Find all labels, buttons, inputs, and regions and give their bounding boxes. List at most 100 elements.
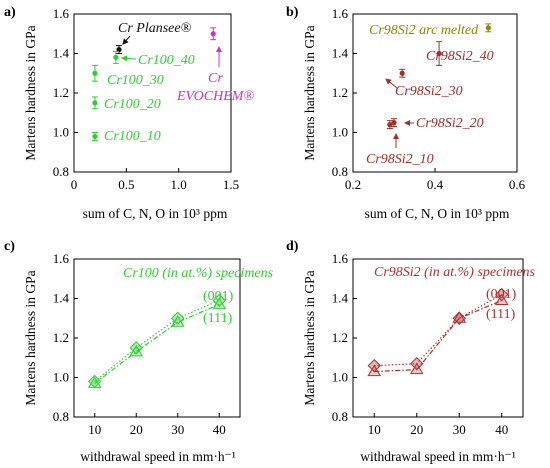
- panel-a-x-ticks: 0 0.5 1.0 1.5: [71, 168, 239, 192]
- y-tick-label: 0.8: [332, 164, 348, 179]
- panel-c-frame: [73, 258, 241, 418]
- data-point: [113, 54, 119, 61]
- annot-cr98si2-20: Cr98Si2_20: [416, 116, 484, 131]
- y-tick-label: 1.4: [53, 291, 70, 306]
- data-point: [399, 70, 405, 76]
- y-tick-label: 1.6: [53, 6, 70, 21]
- panel-a-y-ticks: 0.8 1.0 1.2 1.4 1.6: [53, 6, 78, 179]
- annot-cr98si2-specimens: Cr98Si2 (in at.%) specimens: [374, 265, 536, 280]
- series-line: [94, 303, 220, 384]
- annot-cr-evochem-2: EVOCHEM®: [176, 89, 254, 104]
- y-tick-label: 1.4: [332, 291, 349, 306]
- panel-c-xlabel: withdrawal speed in mm·h⁻¹: [80, 449, 236, 464]
- marker-111: [170, 315, 185, 327]
- panel-b-xlabel: sum of C, N, O in 10³ ppm: [365, 206, 510, 221]
- x-tick-label: 0.5: [118, 177, 134, 192]
- y-tick-label: 1.6: [53, 251, 70, 266]
- panel-c-x-ticks: 10 20 30 40: [88, 413, 226, 437]
- x-tick-label: 40: [213, 422, 226, 437]
- y-tick-label: 0.8: [53, 409, 69, 424]
- panel-a-label: a): [4, 5, 16, 20]
- panel-c-y-ticks: 0.8 1.0 1.2 1.4 1.6: [53, 251, 78, 424]
- panel-b: b) 0.8 1.0 1.2 1.4 1.6 0.2 0.4 0.6 Martens har…: [286, 5, 526, 221]
- marker-111: [129, 344, 144, 357]
- panel-a: a) 0.8 1.0 1.2 1.4 1.6 0 0.5 1.0 1.5 Martens ha…: [4, 5, 254, 221]
- marker-111: [212, 297, 227, 309]
- y-tick-label: 0.8: [53, 164, 69, 179]
- y-tick-label: 1.4: [332, 46, 349, 61]
- x-tick-label: 30: [171, 422, 184, 437]
- panel-a-points: [91, 27, 217, 141]
- y-tick-label: 1.0: [53, 125, 69, 140]
- data-point: [92, 70, 98, 76]
- y-tick-label: 1.2: [53, 85, 69, 100]
- arrow-cr98si2-30: [385, 78, 398, 89]
- x-tick-label: 30: [453, 422, 466, 437]
- annot-cr100-20: Cr100_20: [104, 97, 161, 112]
- panel-d: d) 0.8 1.0 1.2 1.4 1.6 10 20 30 40 Martens hard…: [286, 239, 536, 464]
- x-tick-label: 0.6: [509, 177, 526, 192]
- x-tick-label: 10: [368, 422, 381, 437]
- panel-c-ylabel: Martens hardness in GPa: [23, 270, 38, 405]
- panel-b-label: b): [286, 5, 299, 20]
- panel-c: c) 0.8 1.0 1.2 1.4 1.6 10 20 30 40 Martens hard…: [4, 239, 274, 464]
- data-point: [210, 31, 216, 37]
- marker-111: [367, 364, 382, 377]
- x-tick-label: 0.4: [427, 177, 444, 192]
- y-tick-label: 1.0: [53, 370, 69, 385]
- x-tick-label: 0: [71, 177, 78, 192]
- marker-111: [87, 376, 102, 388]
- y-tick-label: 1.2: [53, 330, 69, 345]
- panel-a-ylabel: Martens hardness in GPa: [23, 25, 38, 160]
- y-tick-label: 1.0: [332, 370, 348, 385]
- y-tick-label: 1.2: [332, 85, 348, 100]
- annot-cr100-30: Cr100_30: [107, 73, 164, 88]
- panel-d-y-ticks: 0.8 1.0 1.2 1.4 1.6: [332, 251, 357, 424]
- marker-111: [452, 311, 467, 323]
- y-tick-label: 1.0: [332, 125, 348, 140]
- panel-d-frame: [352, 258, 524, 418]
- x-tick-label: 1.0: [171, 177, 187, 192]
- panel-d-ylabel: Martens hardness in GPa: [302, 270, 317, 405]
- annot-cr100-specimens: Cr100 (in at.%) specimens: [123, 266, 274, 281]
- legend-c-111: (111): [203, 311, 233, 326]
- x-tick-label: 10: [88, 422, 101, 437]
- x-tick-label: 40: [495, 422, 508, 437]
- panel-d-label: d): [286, 239, 299, 254]
- annot-cr100-40: Cr100_40: [138, 53, 195, 68]
- data-point: [387, 122, 393, 128]
- series-line: [374, 294, 503, 367]
- marker-111: [409, 362, 424, 375]
- annot-cr98si2-10: Cr98Si2_10: [366, 152, 434, 167]
- y-tick-label: 1.4: [53, 46, 70, 61]
- panel-c-label: c): [4, 239, 15, 254]
- x-tick-label: 1.5: [223, 177, 239, 192]
- data-point: [485, 25, 491, 31]
- annot-cr98si2-30: Cr98Si2_30: [395, 84, 463, 99]
- annot-cr100-10: Cr100_10: [104, 129, 161, 144]
- x-tick-label: 0.2: [345, 177, 361, 192]
- annot-cr-evochem-1: Cr: [208, 71, 223, 86]
- panel-b-y-ticks: 0.8 1.0 1.2 1.4 1.6: [332, 6, 357, 179]
- series-line: [374, 299, 502, 373]
- series-line: [94, 299, 220, 382]
- annot-cr98si2-40: Cr98Si2_40: [426, 49, 494, 64]
- panel-d-series: [367, 287, 509, 377]
- x-tick-label: 20: [410, 422, 423, 437]
- y-tick-label: 1.2: [332, 330, 348, 345]
- y-tick-label: 1.6: [332, 251, 349, 266]
- annot-arc-melted: Cr98Si2 arc melted: [369, 23, 479, 38]
- annot-cr-plansee: Cr Plansee®: [118, 21, 192, 36]
- panel-d-x-ticks: 10 20 30 40: [368, 413, 508, 437]
- legend-d-111: (111): [486, 307, 516, 322]
- y-tick-label: 1.6: [332, 6, 349, 21]
- panel-d-xlabel: withdrawal speed in mm·h⁻¹: [360, 449, 516, 464]
- marker-111: [494, 293, 509, 305]
- data-point: [92, 133, 98, 140]
- y-tick-label: 0.8: [332, 409, 348, 424]
- data-point: [92, 100, 98, 106]
- data-point: [436, 50, 442, 57]
- data-point: [391, 120, 397, 126]
- legend-c-001: (001): [203, 289, 234, 304]
- panel-b-points: [386, 23, 492, 130]
